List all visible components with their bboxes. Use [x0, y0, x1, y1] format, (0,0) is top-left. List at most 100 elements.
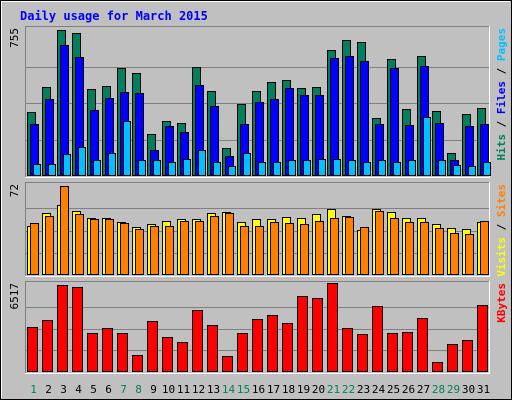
panel-hits-bar-files-day-26-fill: [405, 125, 414, 176]
panel-visits-bar-sites-day-14-fill: [225, 213, 234, 275]
panel-visits-bar-sites-day-13: [210, 216, 219, 275]
panel-visits-bar-sites-day-3-outline: [60, 186, 69, 275]
panel-kbytes-bar-kbytes-day-19: [297, 296, 308, 372]
panel-hits-legend-item-2: Files: [495, 81, 508, 114]
panel-hits-bar-pages-day-30: [468, 166, 476, 176]
panel-visits-max-label: 72: [8, 184, 21, 197]
panel-hits-bar-pages-day-8-fill: [138, 160, 146, 176]
panel-hits-bar-pages-day-16-fill: [258, 162, 266, 176]
x-axis-day-labels: 1 2 3 4 5 6 7 8 9 10 11 12 13 14 15 16 17 18 19 20 21 22 23 24 2…: [30, 383, 490, 396]
panel-hits-series-legend: Hits / Files / Pages: [495, 28, 508, 161]
panel-visits-bar-sites-day-8-outline: [135, 229, 144, 275]
panel-hits-bar-pages-day-19: [303, 160, 311, 176]
panel-kbytes-bar-kbytes-day-12-outline: [192, 310, 203, 372]
panel-hits-bar-pages-day-15: [243, 153, 251, 176]
panel-visits-bar-sites-day-7-fill: [120, 223, 129, 275]
panel-kbytes-bar-kbytes-day-26: [402, 332, 413, 372]
panel-hits-bar-pages-day-11: [183, 159, 191, 176]
panel-kbytes-bar-kbytes-day-9-fill: [147, 321, 158, 372]
panel-kbytes-bar-kbytes-day-12: [192, 310, 203, 372]
panel-kbytes-bar-kbytes-day-29: [447, 344, 458, 372]
panel-visits-bar-sites-day-9-outline: [150, 226, 159, 275]
panel-kbytes-bar-kbytes-day-10-fill: [162, 337, 173, 372]
panel-hits-bar-files-day-23: [360, 61, 369, 176]
panel-kbytes-bar-kbytes-day-11-outline: [177, 342, 188, 372]
panel-kbytes-bar-kbytes-day-31: [477, 305, 488, 372]
panel-hits-bar-pages-day-3-fill: [63, 154, 71, 176]
panel-hits-bar-pages-day-7-outline: [123, 121, 131, 176]
panel-hits-bar-files-day-1-fill: [30, 124, 39, 176]
panel-hits-bar-pages-day-23-outline: [363, 162, 371, 176]
panel-kbytes-bar-kbytes-day-6-outline: [102, 328, 113, 372]
panel-hits-bar-pages-day-14-outline: [228, 166, 236, 176]
day-label-13: 13: [207, 383, 220, 396]
panel-hits-bar-files-day-19-fill: [300, 95, 309, 176]
panel-kbytes-bar-kbytes-day-2-fill: [42, 320, 53, 372]
panel-visits-bar-sites-day-6: [105, 219, 114, 275]
panel-hits-max-label: 755: [8, 28, 21, 48]
panel-hits-bar-pages-day-10-fill: [168, 162, 176, 176]
panel-hits-bar-pages-day-4: [78, 147, 86, 176]
panel-visits-bar-sites-day-6-outline: [105, 219, 114, 275]
panel-visits-bar-sites-day-15-fill: [240, 226, 249, 275]
day-label-21: 21: [327, 383, 340, 396]
panel-visits-bar-sites-day-20: [315, 221, 324, 275]
panel-kbytes-bar-kbytes-day-27-fill: [417, 318, 428, 372]
panel-hits-bar-pages-day-26-outline: [408, 160, 416, 176]
panel-hits-bar-pages-day-4-outline: [78, 147, 86, 176]
day-label-30: 30: [462, 383, 475, 396]
panel-visits-bar-sites-day-1: [30, 223, 39, 275]
panel-hits-bar-pages-day-16-outline: [258, 162, 266, 176]
panel-hits-bar-pages-day-25-outline: [393, 162, 401, 176]
panel-visits-bar-sites-day-30-fill: [465, 234, 474, 275]
panel-kbytes-bar-kbytes-day-16: [252, 319, 263, 372]
panel-kbytes-bar-kbytes-day-21-fill: [327, 283, 338, 372]
panel-hits-bar-pages-day-16: [258, 162, 266, 176]
panel-hits-bar-files-day-17-fill: [270, 99, 279, 176]
day-label-5: 5: [90, 383, 97, 396]
panel-visits-bar-sites-day-26: [405, 222, 414, 275]
panel-visits-bar-sites-day-25: [390, 218, 399, 275]
panel-visits-bar-sites-day-22: [345, 217, 354, 275]
panel-hits-bar-pages-day-31-outline: [483, 162, 491, 176]
panel-visits: 72 Visits / Sites: [8, 182, 508, 277]
panel-hits-legend-item-3: /: [495, 61, 508, 81]
panel-visits-bar-sites-day-18-outline: [285, 223, 294, 275]
panel-visits-bar-sites-day-18-fill: [285, 223, 294, 275]
panel-hits-bar-files-day-20-fill: [315, 95, 324, 176]
panel-visits-bar-sites-day-27-fill: [420, 222, 429, 275]
panel-visits-bar-sites-day-2-fill: [45, 216, 54, 275]
panel-kbytes-bar-kbytes-day-17-fill: [267, 315, 278, 372]
panel-hits-bar-pages-day-30-outline: [468, 166, 476, 176]
panel-kbytes-bar-kbytes-day-22: [342, 328, 353, 372]
panel-hits-bar-pages-day-11-fill: [183, 159, 191, 176]
panel-hits-bar-pages-day-18-outline: [288, 160, 296, 176]
panel-visits-bar-sites-day-11-fill: [180, 221, 189, 275]
panel-visits-bar-sites-day-16-outline: [255, 226, 264, 275]
panel-hits-bar-pages-day-28-fill: [438, 160, 446, 176]
panel-hits-bar-pages-day-14: [228, 166, 236, 176]
day-label-2: 2: [45, 383, 52, 396]
day-label-23: 23: [357, 383, 370, 396]
panel-visits-bar-sites-day-11: [180, 221, 189, 275]
panel-hits-bar-pages-day-1: [33, 164, 41, 176]
panel-visits-bar-sites-day-15-outline: [240, 226, 249, 275]
panel-hits-bar-files-day-21-fill: [330, 58, 339, 176]
panel-hits-bar-files-day-15-fill: [240, 124, 249, 176]
panel-visits-bar-sites-day-10-outline: [165, 226, 174, 275]
panel-visits-bar-sites-day-6-fill: [105, 219, 114, 275]
panel-visits-bar-sites-day-26-outline: [405, 222, 414, 275]
panel-kbytes-series-legend: KBytes: [495, 283, 508, 323]
panel-visits-bar-sites-day-21-fill: [330, 218, 339, 275]
panel-kbytes-bar-kbytes-day-18-fill: [282, 323, 293, 372]
panel-visits-bar-sites-day-24: [375, 211, 384, 275]
panel-hits-bar-pages-day-21: [333, 159, 341, 176]
day-label-22: 22: [342, 383, 355, 396]
panel-visits-bar-sites-day-5-fill: [90, 219, 99, 275]
panel-hits-bar-pages-day-12: [198, 150, 206, 176]
panel-hits-legend-item-0: Hits: [495, 134, 508, 161]
panel-kbytes-bar-kbytes-day-15-outline: [237, 333, 248, 372]
panel-kbytes-bar-kbytes-day-27: [417, 318, 428, 372]
panel-visits-bar-sites-day-31: [480, 221, 489, 275]
panel-visits-bar-sites-day-11-outline: [180, 221, 189, 275]
